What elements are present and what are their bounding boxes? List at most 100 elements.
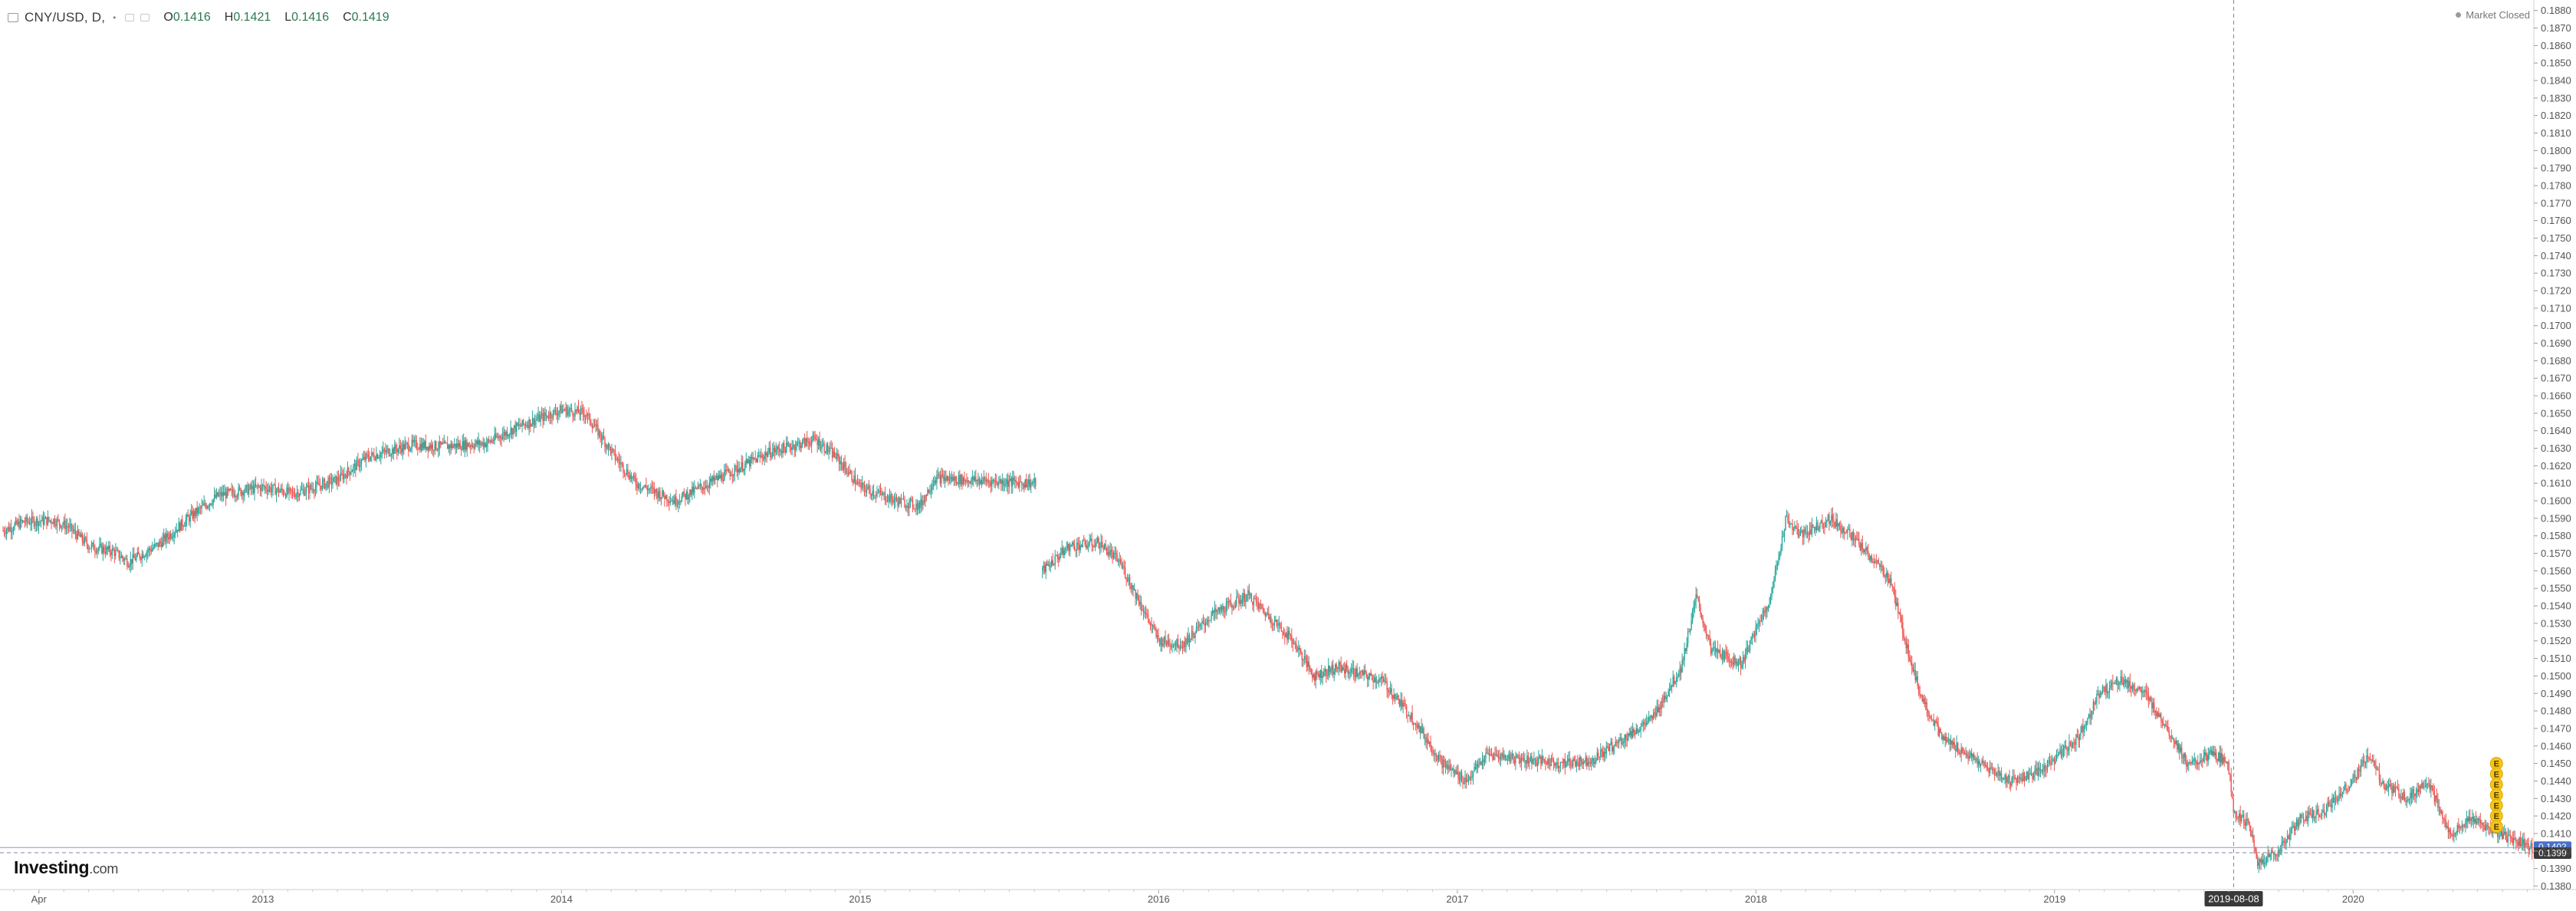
candle	[2018, 775, 2019, 784]
candle	[1454, 769, 1455, 776]
close-icon[interactable]	[140, 14, 150, 21]
candle	[2276, 853, 2277, 861]
candle	[2471, 817, 2472, 828]
candle	[2225, 756, 2226, 762]
candle	[1452, 768, 1453, 771]
candle	[1995, 768, 1996, 776]
candle	[433, 449, 434, 457]
candle	[988, 473, 989, 488]
candle	[929, 485, 930, 495]
candle	[324, 478, 325, 490]
candle	[20, 515, 21, 530]
candle	[1328, 658, 1329, 680]
candle	[625, 473, 626, 480]
candle	[2006, 776, 2007, 788]
candle	[655, 489, 656, 497]
candle	[415, 435, 416, 449]
candle	[2386, 784, 2387, 791]
candle	[2222, 748, 2223, 766]
settings-icon[interactable]	[125, 14, 134, 21]
y-tick-label: 0.1880	[2541, 5, 2571, 16]
candle	[2045, 765, 2046, 778]
candle	[2453, 827, 2454, 843]
candle	[1664, 691, 1665, 702]
candle	[2095, 697, 2096, 705]
candle	[239, 485, 240, 491]
candle	[1136, 593, 1137, 605]
candle	[1823, 523, 1824, 534]
candle	[1406, 704, 1407, 719]
candle	[138, 547, 139, 554]
symbol-title[interactable]: CNY/USD, D,	[25, 10, 105, 25]
dropdown-arrow-icon[interactable]: •	[113, 12, 116, 23]
candle	[1143, 605, 1144, 620]
candle	[938, 472, 939, 479]
candle	[356, 456, 357, 470]
candle	[557, 407, 558, 423]
candle	[2357, 767, 2358, 780]
candle	[1423, 726, 1424, 739]
candle	[1637, 725, 1638, 734]
candle	[2381, 782, 2382, 786]
candle	[2063, 745, 2064, 758]
candle	[1127, 574, 1128, 582]
candle	[2419, 784, 2420, 798]
candle	[1235, 600, 1236, 609]
candle	[1487, 748, 1488, 755]
candle	[659, 487, 660, 502]
candle	[1219, 607, 1220, 614]
candle	[401, 442, 402, 456]
y-tick-label: 0.1780	[2541, 180, 2571, 192]
market-status-label: Market Closed	[2466, 9, 2530, 21]
candle	[131, 559, 132, 571]
candle	[1159, 638, 1160, 646]
candle	[89, 545, 90, 553]
y-tick-label: 0.1380	[2541, 880, 2571, 892]
candle	[1240, 595, 1241, 609]
candle	[1482, 752, 1483, 770]
candle	[481, 442, 482, 446]
candle	[737, 460, 738, 477]
candle	[246, 485, 247, 493]
candle	[1198, 621, 1199, 631]
candle	[650, 483, 651, 493]
candle	[391, 453, 392, 462]
candle	[1674, 681, 1675, 685]
candle	[1979, 759, 1980, 768]
candle	[2320, 813, 2321, 819]
candle	[862, 475, 863, 490]
earnings-event-marker[interactable]: E	[2490, 821, 2502, 833]
candle	[830, 440, 831, 449]
candle	[1885, 574, 1886, 584]
candle	[1464, 771, 1465, 789]
candle	[717, 473, 718, 488]
candle	[853, 470, 854, 484]
candle	[355, 460, 356, 478]
candle	[2296, 817, 2297, 830]
candle	[1867, 546, 1868, 554]
candle	[1424, 734, 1425, 745]
candle	[615, 445, 616, 465]
candle	[494, 426, 495, 445]
candle	[2209, 748, 2210, 760]
candle	[749, 456, 750, 472]
candle	[1335, 663, 1336, 676]
candle	[479, 439, 480, 453]
candle	[2312, 807, 2313, 824]
candle	[1544, 758, 1545, 764]
candle	[1922, 694, 1923, 702]
candle	[1118, 558, 1119, 566]
candle	[784, 446, 785, 456]
candle	[180, 519, 181, 531]
candle	[821, 439, 822, 453]
candle	[839, 454, 840, 471]
candle	[1648, 711, 1649, 723]
candle	[469, 442, 470, 449]
collapse-legend-icon[interactable]	[8, 13, 18, 22]
candle	[906, 499, 907, 512]
candle	[347, 462, 348, 479]
candle	[1439, 750, 1440, 761]
candle	[1208, 617, 1209, 628]
